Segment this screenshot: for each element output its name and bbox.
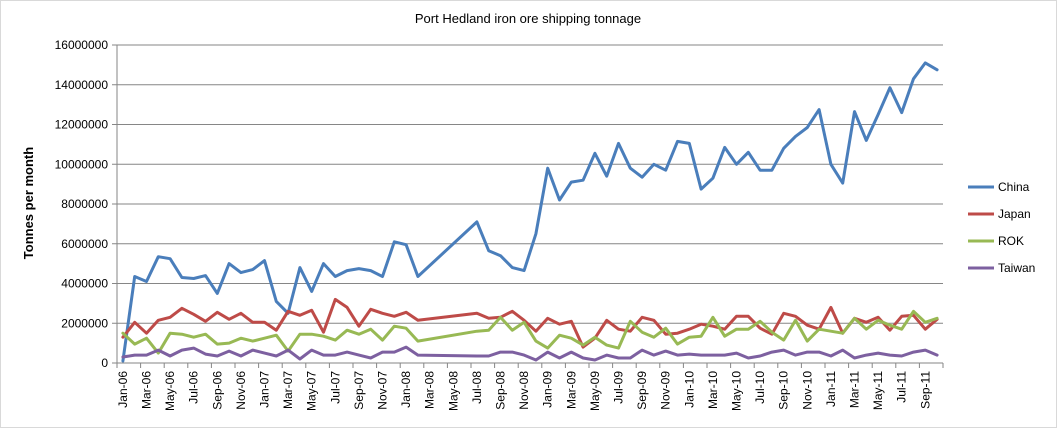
- y-tick-label: 8000000: [61, 197, 108, 211]
- y-tick-label: 4000000: [61, 277, 108, 291]
- y-tick-label: 16000000: [55, 38, 109, 52]
- y-tick-labels: 0 2000000 4000000 6000000 8000000 10000000 120…: [55, 38, 109, 370]
- legend-label-japan: Japan: [998, 207, 1031, 221]
- x-tick-labels: Jan-06 Mar-06 May-06 Jul-06 Sep-06 Nov-06 Jan-…: [116, 371, 932, 411]
- axes: [112, 44, 944, 368]
- x-tick-label: Mar-09: [564, 371, 578, 409]
- x-tick-label: Mar-06: [140, 371, 154, 409]
- x-tick-label: Sep-11: [918, 371, 932, 409]
- x-tick-label: Sep-10: [777, 371, 791, 410]
- series-line-china: [121, 61, 939, 363]
- x-tick-label: Mar-07: [281, 371, 295, 409]
- x-tick-label: Jan-09: [541, 371, 555, 408]
- series-lines: [121, 61, 939, 363]
- legend-label-taiwan: Taiwan: [998, 261, 1035, 275]
- x-tick-label: Jul-08: [470, 371, 484, 404]
- x-tick-label: Nov-10: [800, 371, 814, 410]
- x-tick-label: Jan-06: [116, 371, 130, 408]
- x-tick-label: Jul-11: [895, 371, 909, 403]
- x-tick-label: Mar-08: [423, 371, 437, 409]
- x-tick-label: Sep-09: [635, 371, 649, 410]
- legend: China Japan ROK Taiwan: [968, 180, 1035, 275]
- x-tick-label: Nov-06: [234, 371, 248, 410]
- x-tick-label: Mar-11: [848, 371, 862, 408]
- x-tick-label: Jul-07: [328, 371, 342, 404]
- legend-label-rok: ROK: [998, 234, 1024, 248]
- x-tick-label: May-07: [305, 371, 319, 411]
- y-tick-label: 6000000: [61, 237, 108, 251]
- y-tick-label: 14000000: [55, 78, 109, 92]
- x-tick-label: May-08: [446, 371, 460, 411]
- series-line-japan: [121, 297, 939, 349]
- x-tick-label: Mar-10: [706, 371, 720, 409]
- x-tick-label: Nov-08: [517, 371, 531, 410]
- x-tick-label: Sep-07: [352, 371, 366, 410]
- y-tick-label: 2000000: [61, 316, 108, 330]
- x-tick-label: Sep-08: [494, 371, 508, 410]
- chart-title: Port Hedland iron ore shipping tonnage: [415, 11, 641, 26]
- x-tick-label: Jul-10: [753, 371, 767, 404]
- y-axis-title: Tonnes per month: [21, 147, 36, 259]
- y-tick-label: 0: [101, 356, 108, 370]
- x-tick-label: Jan-08: [399, 371, 413, 408]
- x-tick-label: Jan-07: [258, 371, 272, 408]
- x-tick-label: Nov-09: [659, 371, 673, 410]
- x-tick-label: May-10: [730, 371, 744, 411]
- x-tick-label: May-09: [588, 371, 602, 411]
- x-tick-label: Sep-06: [210, 371, 224, 410]
- series-line-rok: [121, 309, 939, 355]
- y-tick-label: 10000000: [55, 157, 109, 171]
- x-tick-label: Nov-07: [376, 371, 390, 410]
- x-tick-label: Jul-09: [612, 371, 626, 404]
- x-tick-label: Jul-06: [187, 371, 201, 404]
- x-tick-label: Jan-11: [824, 371, 838, 407]
- x-tick-label: May-11: [871, 371, 885, 410]
- x-tick-label: May-06: [163, 371, 177, 411]
- series-line-taiwan: [121, 345, 939, 362]
- x-tick-label: Jan-10: [682, 371, 696, 408]
- y-tick-label: 12000000: [55, 118, 109, 132]
- legend-label-china: China: [998, 180, 1030, 194]
